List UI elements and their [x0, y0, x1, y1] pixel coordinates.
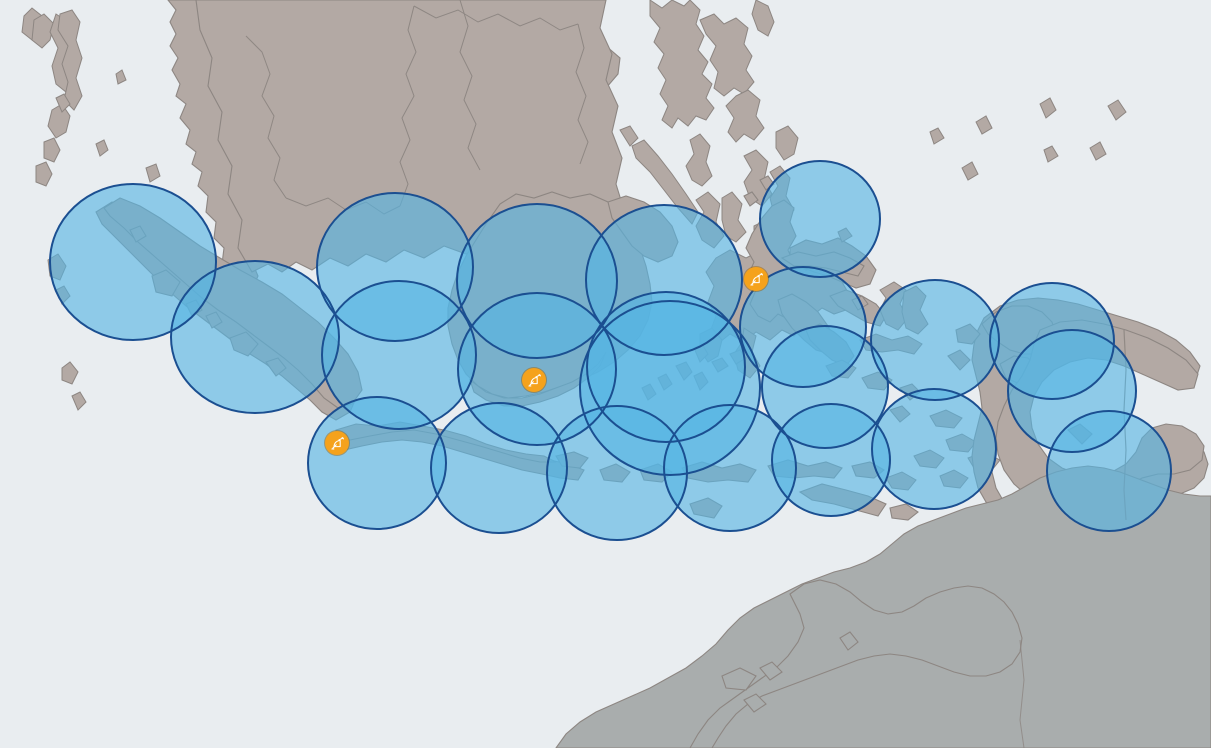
borders-australia: [1019, 639, 1025, 748]
ground-station-north-sulawesi[interactable]: [744, 267, 768, 291]
landmass-taiwan: [751, 0, 1127, 181]
ground-station-west-java[interactable]: [325, 431, 349, 455]
satellite-dish-icon: [749, 272, 764, 287]
satellite-dish-icon: [527, 373, 542, 388]
ground-station-south-kalimantan[interactable]: [522, 368, 546, 392]
landmass-australia: [555, 465, 1211, 748]
borders-mainland: [245, 0, 589, 215]
satellite-dish-icon: [330, 436, 345, 451]
